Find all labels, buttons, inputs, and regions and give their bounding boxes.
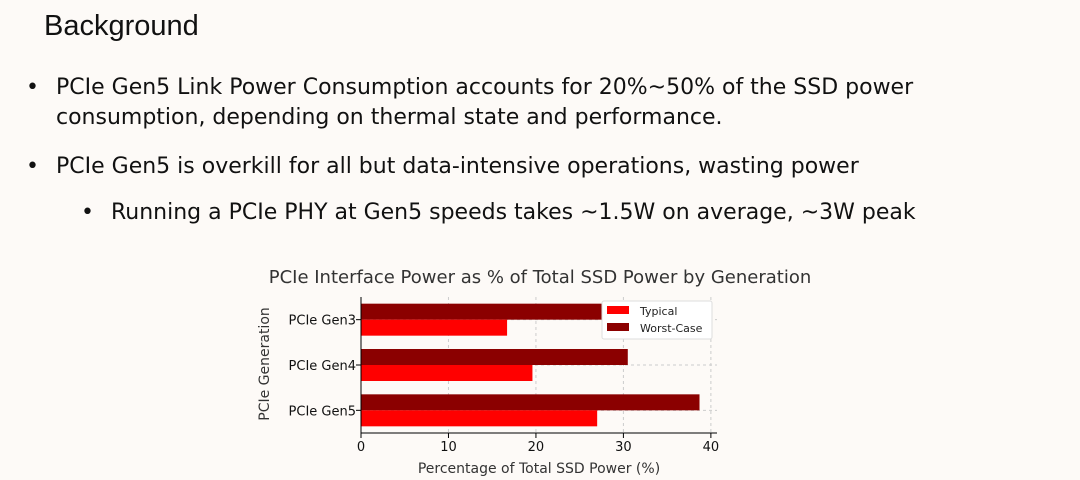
bullet-3-text: Running a PCIe PHY at Gen5 speeds takes …: [111, 200, 916, 225]
bar-typical: [361, 319, 508, 336]
x-tick-label: 20: [528, 440, 545, 455]
legend: [601, 300, 713, 340]
bar-worst-case: [361, 394, 700, 411]
x-axis-label: Percentage of Total SSD Power (%): [418, 461, 660, 477]
legend-swatch: [607, 323, 629, 331]
bullet-2: • PCIe Gen5 is overkill for all but data…: [26, 152, 859, 182]
y-tick-label: PCIe Gen4: [289, 359, 356, 374]
chart-title: PCIe Interface Power as % of Total SSD P…: [269, 267, 812, 288]
bullet-1-line2: consumption, depending on thermal state …: [56, 105, 723, 130]
y-tick-label: PCIe Gen3: [289, 314, 356, 329]
bar-typical: [361, 410, 598, 427]
bullet-glyph: •: [26, 154, 39, 179]
legend-label: Worst-Case: [640, 322, 703, 335]
y-axis-label: PCIe Generation: [257, 307, 273, 421]
x-tick-label: 30: [615, 440, 632, 455]
legend-label: Typical: [639, 305, 677, 318]
slide-title: Background: [44, 10, 199, 42]
bullet-1: • PCIe Gen5 Link Power Consumption accou…: [26, 73, 914, 133]
bar-worst-case: [361, 303, 606, 320]
bar-worst-case: [361, 349, 628, 365]
y-tick-label: PCIe Gen5: [289, 404, 356, 419]
bullet-2-text: PCIe Gen5 is overkill for all but data-i…: [56, 154, 859, 179]
bullet-1-line1: PCIe Gen5 Link Power Consumption account…: [56, 75, 914, 100]
x-tick-label: 40: [703, 440, 720, 455]
x-tick-label: 10: [440, 440, 457, 455]
bullet-glyph: •: [26, 75, 39, 100]
x-tick-label: 0: [357, 440, 365, 455]
bar-typical: [361, 365, 533, 381]
legend-swatch: [607, 306, 629, 314]
bullet-3: • Running a PCIe PHY at Gen5 speeds take…: [81, 198, 916, 228]
bullet-glyph: •: [81, 200, 94, 225]
